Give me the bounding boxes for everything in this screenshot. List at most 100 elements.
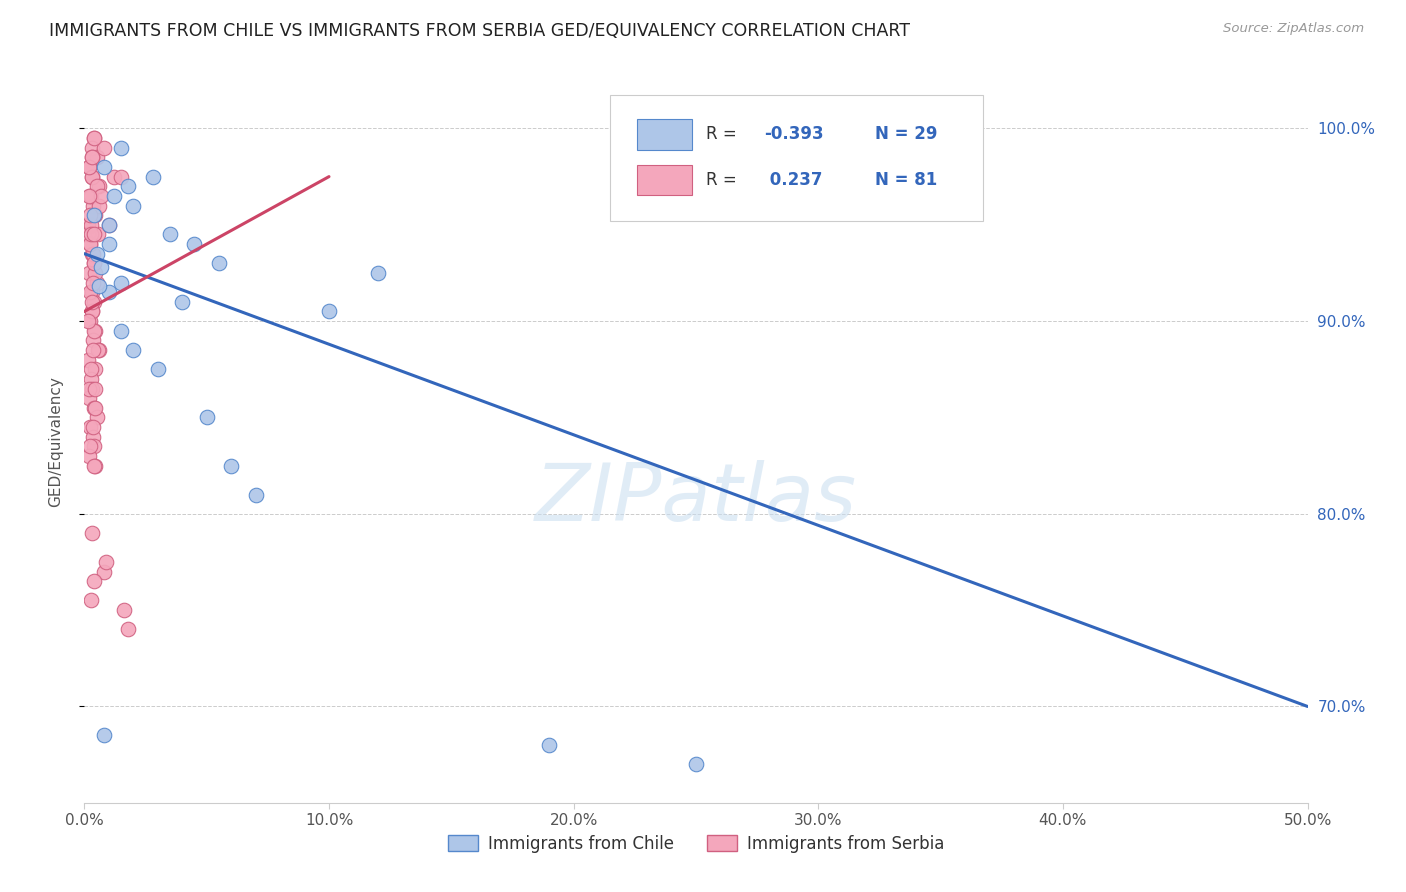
Point <box>93 728 115 742</box>
Point <box>80 526 103 541</box>
Point <box>86 150 108 164</box>
Point <box>82 334 104 348</box>
Point <box>87 227 110 242</box>
Point <box>93 565 115 579</box>
Point <box>82 276 104 290</box>
Point <box>97 237 120 252</box>
Text: IMMIGRANTS FROM CHILE VS IMMIGRANTS FROM SERBIA GED/EQUIVALENCY CORRELATION CHAR: IMMIGRANTS FROM CHILE VS IMMIGRANTS FROM… <box>49 22 910 40</box>
Point <box>159 227 181 242</box>
Point <box>79 237 101 252</box>
Point <box>86 246 108 260</box>
Point <box>93 141 115 155</box>
Point <box>96 555 118 569</box>
Point <box>82 198 104 212</box>
Point <box>83 458 105 473</box>
Point <box>183 237 205 252</box>
Point <box>80 189 103 203</box>
Point <box>122 343 145 357</box>
Point <box>208 256 231 270</box>
FancyBboxPatch shape <box>637 165 692 195</box>
Point <box>77 160 100 174</box>
Point <box>79 420 101 434</box>
Point <box>83 256 105 270</box>
Point <box>103 169 125 184</box>
FancyBboxPatch shape <box>610 95 983 221</box>
Point <box>117 179 139 194</box>
Point <box>77 314 100 328</box>
Point <box>79 237 101 252</box>
Point <box>77 266 100 280</box>
Point <box>82 246 104 260</box>
Point <box>80 150 103 164</box>
Point <box>93 160 115 174</box>
Point <box>77 160 100 174</box>
Point <box>86 179 108 194</box>
Point <box>82 382 104 396</box>
Point <box>172 294 194 309</box>
Point <box>83 401 105 415</box>
Point <box>195 410 218 425</box>
Point <box>110 324 132 338</box>
Point <box>80 372 103 386</box>
Point <box>83 324 105 338</box>
Point <box>80 141 103 155</box>
Point <box>83 208 105 222</box>
Point <box>77 189 100 203</box>
Point <box>87 179 110 194</box>
Point <box>83 256 105 270</box>
Text: R =: R = <box>706 126 742 144</box>
Point <box>82 304 104 318</box>
Point <box>83 294 105 309</box>
Point <box>87 198 110 212</box>
Point <box>80 227 103 242</box>
Text: N = 81: N = 81 <box>875 171 936 189</box>
Point <box>122 198 145 212</box>
Point <box>80 593 103 607</box>
Point <box>83 131 105 145</box>
Point <box>77 227 100 242</box>
Point <box>84 401 107 415</box>
Point <box>110 141 132 155</box>
Point <box>80 362 103 376</box>
Point <box>77 382 100 396</box>
Point <box>80 169 103 184</box>
Point <box>82 420 104 434</box>
Point <box>79 439 101 453</box>
Text: 0.237: 0.237 <box>765 171 823 189</box>
Text: -0.393: -0.393 <box>765 126 824 144</box>
Point <box>79 208 101 222</box>
Point <box>84 324 107 338</box>
Point <box>86 410 108 425</box>
Point <box>84 208 107 222</box>
Point <box>84 266 107 280</box>
Point <box>84 382 107 396</box>
Text: Source: ZipAtlas.com: Source: ZipAtlas.com <box>1223 22 1364 36</box>
Point <box>318 304 340 318</box>
Point <box>83 208 105 222</box>
Y-axis label: GED/Equivalency: GED/Equivalency <box>49 376 63 507</box>
Point <box>97 218 120 232</box>
Point <box>538 738 561 752</box>
Point <box>80 304 103 318</box>
Point <box>245 487 267 501</box>
Point <box>90 189 112 203</box>
Point <box>80 285 103 300</box>
Text: ZIPatlas: ZIPatlas <box>534 460 858 539</box>
Point <box>87 343 110 357</box>
Point <box>83 131 105 145</box>
Point <box>367 266 389 280</box>
Point <box>79 189 101 203</box>
Point <box>146 362 169 376</box>
Point <box>80 169 103 184</box>
FancyBboxPatch shape <box>637 120 692 150</box>
Point <box>80 218 103 232</box>
Point <box>142 169 165 184</box>
Point <box>83 227 105 242</box>
Point <box>82 430 104 444</box>
Point <box>77 449 100 463</box>
Point <box>77 352 100 367</box>
Point <box>77 218 100 232</box>
Point <box>117 623 139 637</box>
Point <box>110 169 132 184</box>
Text: N = 29: N = 29 <box>875 126 936 144</box>
